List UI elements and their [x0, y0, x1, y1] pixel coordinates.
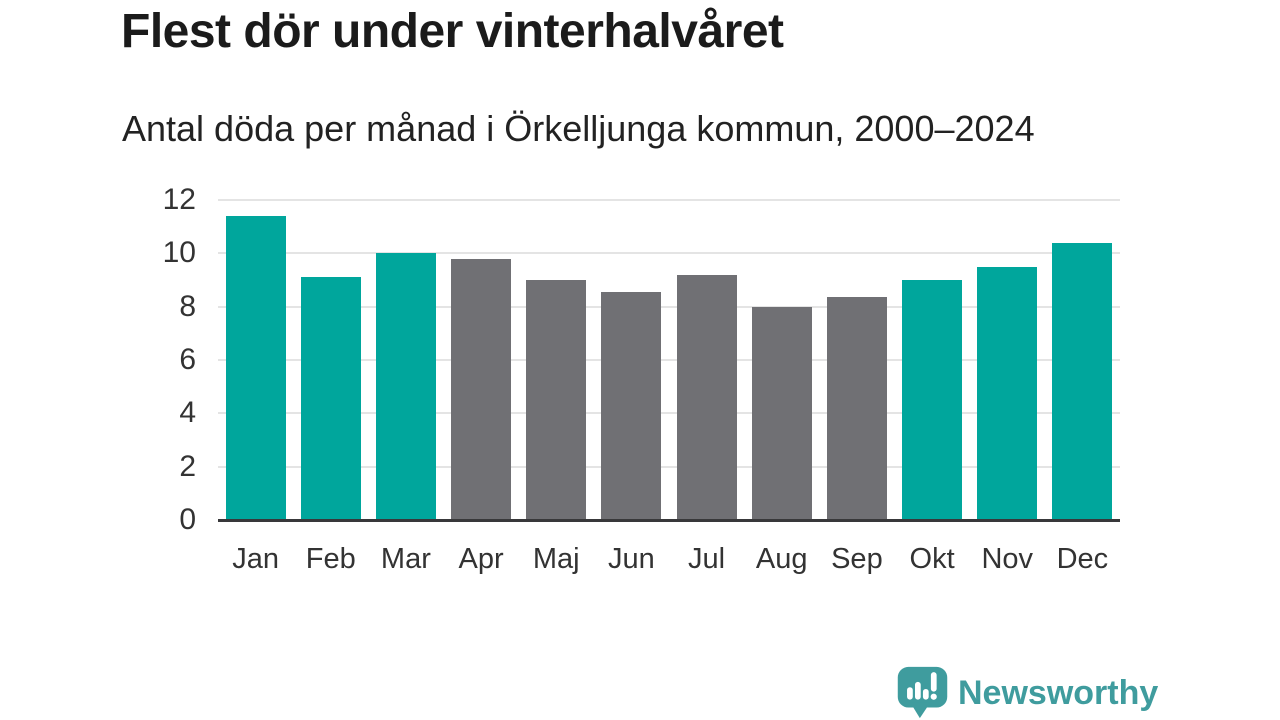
x-axis-label-jun: Jun: [608, 543, 655, 575]
bar-jan: [225, 216, 286, 520]
x-axis-label-okt: Okt: [909, 543, 955, 575]
x-axis-label-jul: Jul: [688, 543, 726, 575]
gridline: [218, 465, 1120, 468]
gridline: [218, 359, 1120, 361]
gridline: [218, 412, 1120, 415]
x-axis-label-mar: Mar: [380, 543, 431, 575]
x-axis-label-sep: Sep: [831, 543, 883, 575]
bar-feb: [300, 277, 361, 520]
x-axis-line: [218, 518, 1120, 522]
bar-jul: [676, 274, 737, 520]
bar-jun: [601, 292, 662, 520]
x-axis-label-nov: Nov: [981, 543, 1034, 575]
x-axis-label-dec: Dec: [1056, 543, 1109, 575]
newsworthy-logo: Newsworthy: [896, 665, 1158, 720]
y-axis-tick-label: 0: [179, 503, 196, 536]
gridline: [218, 252, 1120, 255]
x-axis-label-apr: Apr: [458, 543, 504, 575]
x-axis-label-jan: Jan: [232, 543, 279, 575]
y-axis-tick-label: 12: [162, 183, 196, 216]
bar-okt: [902, 280, 963, 520]
bar-aug: [751, 306, 812, 520]
bar-dec: [1052, 242, 1113, 520]
bar-chart-speech-bubble-icon: [897, 666, 948, 719]
bar-apr: [451, 258, 512, 520]
y-axis-tick-label: 6: [179, 343, 196, 376]
bar-sep: [826, 297, 887, 520]
chart-subtitle: Antal döda per månad i Örkelljunga kommu…: [122, 108, 1035, 149]
chart-title: Flest dör under vinterhalvåret: [121, 5, 784, 58]
brand-name: Newsworthy: [958, 673, 1159, 712]
y-axis-tick-label: 2: [179, 449, 196, 483]
y-axis-tick-label: 8: [179, 289, 196, 323]
x-axis-label-feb: Feb: [305, 543, 356, 575]
y-axis-tick-label: 10: [162, 236, 196, 270]
x-axis-label-maj: Maj: [532, 543, 580, 575]
bar-maj: [526, 280, 587, 520]
bar-nov: [977, 266, 1038, 520]
bar-mar: [375, 253, 436, 520]
y-axis-tick-label: 4: [179, 396, 196, 430]
x-axis-label-aug: Aug: [755, 543, 808, 575]
gridline: [218, 199, 1120, 201]
gridline: [218, 305, 1120, 308]
